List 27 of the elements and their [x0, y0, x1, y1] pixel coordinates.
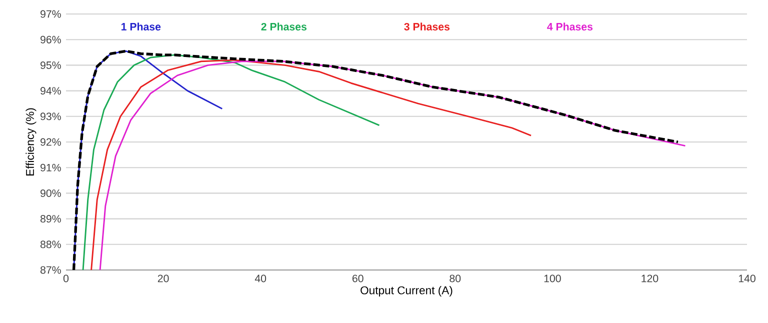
x-tick-label: 100 [544, 274, 561, 282]
y-tick-label: 87% [40, 266, 61, 274]
x-tick-label: 120 [642, 274, 658, 282]
x-axis-title: Output Current (A) [360, 286, 452, 297]
y-tick-label: 95% [40, 61, 61, 69]
y-tick-label: 90% [40, 189, 61, 197]
y-tick-label: 96% [40, 36, 61, 44]
line-series [82, 54, 380, 271]
x-tick-label: 60 [352, 274, 364, 282]
x-tick-label: 20 [158, 274, 169, 282]
y-tick-label: 89% [40, 215, 61, 223]
x-tick-label: 140 [738, 274, 756, 282]
x-tick-label: 80 [450, 274, 461, 282]
series-label: 1 Phase [121, 22, 161, 30]
y-tick-label: 91% [40, 164, 61, 172]
text: 4 Phases [547, 22, 593, 30]
y-tick-label: 97% [40, 10, 61, 18]
y-tick-label: 94% [40, 87, 61, 95]
text: 2 Phases [261, 22, 307, 30]
y-tick-label: 93% [40, 112, 61, 120]
x-tick-label: 0 [63, 274, 69, 282]
y-tick-label: 92% [40, 138, 61, 146]
y-tick-label: 88% [40, 240, 61, 248]
x-tick-label: 40 [254, 274, 266, 282]
y-axis-title: Efficiency (%) [26, 108, 36, 176]
text: 3 Phases [404, 22, 450, 30]
line-series [90, 59, 532, 271]
